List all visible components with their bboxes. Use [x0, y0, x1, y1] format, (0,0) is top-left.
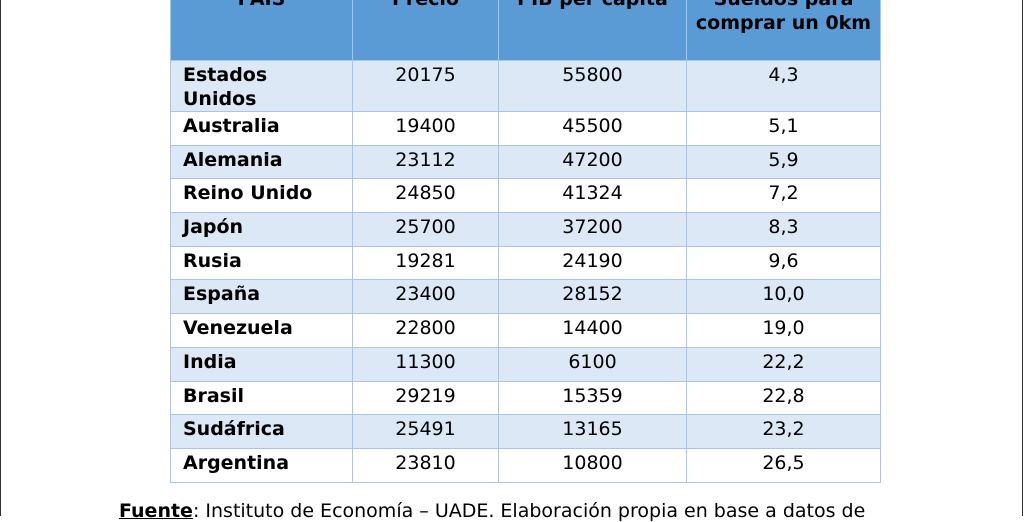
pib-cell: 28152: [498, 279, 687, 315]
header-sueldos: Sueldos para comprar un 0km: [686, 0, 881, 61]
precio-cell: 25700: [352, 212, 499, 247]
sueldos-cell: 22,2: [686, 346, 881, 382]
sueldos-cell: 9,6: [686, 245, 881, 281]
precio-cell: 23112: [352, 144, 499, 180]
table-row: India 11300 6100 22,2: [170, 346, 881, 382]
pib-cell: 6100: [498, 346, 687, 382]
precio-cell: 23400: [352, 279, 499, 315]
pib-cell: 37200: [498, 212, 687, 247]
sueldos-cell: 10,0: [686, 279, 881, 315]
header-precio: Precio: [352, 0, 499, 61]
table-header-row: PAIS Precio PIB per capita Sueldos para …: [170, 0, 881, 61]
page-border-right: [1022, 0, 1023, 516]
pib-cell: 15359: [498, 380, 687, 416]
pib-cell: 14400: [498, 313, 687, 348]
table-row: Reino Unido 24850 41324 7,2: [170, 178, 881, 214]
sueldos-cell: 5,9: [686, 144, 881, 180]
table-row: España 23400 28152 10,0: [170, 279, 881, 315]
country-cell: Venezuela: [170, 313, 353, 348]
table-row: Sudáfrica 25491 13165 23,2: [170, 414, 881, 449]
data-table: PAIS Precio PIB per capita Sueldos para …: [170, 0, 881, 483]
country-cell: Rusia: [170, 245, 353, 281]
precio-cell: 19281: [352, 245, 499, 281]
sueldos-cell: 8,3: [686, 212, 881, 247]
precio-cell: 25491: [352, 414, 499, 449]
country-cell: Sudáfrica: [170, 414, 353, 449]
country-cell: Australia: [170, 111, 353, 146]
precio-cell: 24850: [352, 178, 499, 214]
table-row: Australia 19400 45500 5,1: [170, 111, 881, 146]
precio-cell: 20175: [352, 60, 499, 112]
country-cell: Argentina: [170, 447, 353, 483]
sueldos-cell: 23,2: [686, 414, 881, 449]
country-cell: Reino Unido: [170, 178, 353, 214]
source-note: Fuente: Instituto de Economía – UADE. El…: [119, 500, 865, 522]
pib-cell: 47200: [498, 144, 687, 180]
country-cell: Brasil: [170, 380, 353, 416]
source-label: Fuente: [119, 500, 193, 522]
table-row: Japón 25700 37200 8,3: [170, 212, 881, 247]
country-cell: India: [170, 346, 353, 382]
table-row: Brasil 29219 15359 22,8: [170, 380, 881, 416]
table-row: Venezuela 22800 14400 19,0: [170, 313, 881, 348]
page-border-left: [0, 0, 1, 516]
sueldos-cell: 26,5: [686, 447, 881, 483]
precio-cell: 11300: [352, 346, 499, 382]
country-cell: Japón: [170, 212, 353, 247]
source-text: : Instituto de Economía – UADE. Elaborac…: [192, 500, 866, 522]
header-pib-per-capita: PIB per capita: [498, 0, 687, 61]
sueldos-cell: 4,3: [686, 60, 881, 112]
pib-cell: 45500: [498, 111, 687, 146]
header-pais: PAIS: [170, 0, 353, 61]
pib-cell: 10800: [498, 447, 687, 483]
pib-cell: 13165: [498, 414, 687, 449]
precio-cell: 19400: [352, 111, 499, 146]
table-row: Argentina 23810 10800 26,5: [170, 447, 881, 483]
sueldos-cell: 5,1: [686, 111, 881, 146]
country-cell: Alemania: [170, 144, 353, 180]
precio-cell: 23810: [352, 447, 499, 483]
sueldos-cell: 7,2: [686, 178, 881, 214]
country-cell: España: [170, 279, 353, 315]
table-row: Rusia 19281 24190 9,6: [170, 245, 881, 281]
table-row: Estados Unidos 20175 55800 4,3: [170, 60, 881, 112]
precio-cell: 22800: [352, 313, 499, 348]
table-row: Alemania 23112 47200 5,9: [170, 144, 881, 180]
pib-cell: 41324: [498, 178, 687, 214]
pib-cell: 24190: [498, 245, 687, 281]
sueldos-cell: 22,8: [686, 380, 881, 416]
country-cell: Estados Unidos: [170, 60, 353, 112]
precio-cell: 29219: [352, 380, 499, 416]
sueldos-cell: 19,0: [686, 313, 881, 348]
pib-cell: 55800: [498, 60, 687, 112]
